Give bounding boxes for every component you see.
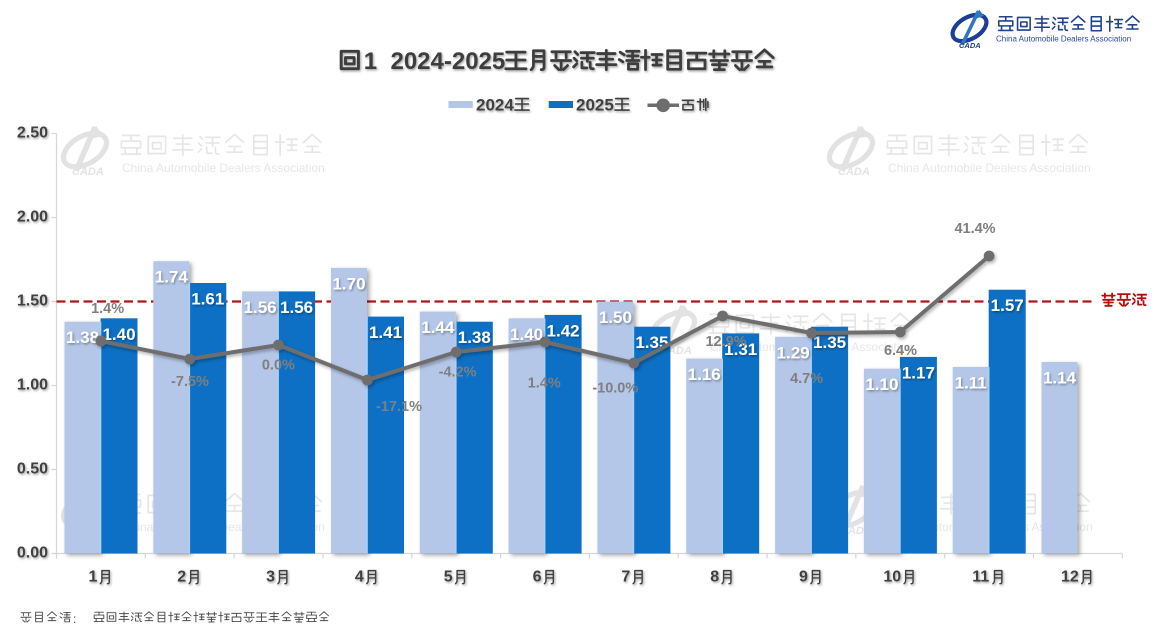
svg-text:China Automobile Dealers Assoc: China Automobile Dealers Association: [996, 35, 1131, 44]
svg-text:10: 10: [883, 569, 901, 586]
svg-text:9: 9: [799, 569, 808, 586]
svg-text:CADA: CADA: [959, 41, 981, 50]
svg-text:0.00: 0.00: [17, 545, 48, 562]
svg-text:1.38: 1.38: [66, 328, 99, 347]
svg-text:6.4%: 6.4%: [884, 343, 917, 359]
svg-text:2025: 2025: [576, 96, 614, 115]
svg-text:8: 8: [710, 569, 719, 586]
svg-text:1.17: 1.17: [902, 363, 935, 382]
svg-text:1.40: 1.40: [510, 325, 543, 344]
svg-text:2024: 2024: [476, 96, 514, 115]
svg-text:12.9%: 12.9%: [705, 334, 746, 350]
svg-text:1.61: 1.61: [191, 290, 224, 309]
svg-text:1.40: 1.40: [102, 325, 135, 344]
svg-text:CADA: CADA: [838, 166, 870, 178]
svg-text:1.56: 1.56: [280, 298, 313, 317]
svg-text:1.42: 1.42: [547, 321, 580, 340]
svg-text:1.50: 1.50: [599, 308, 632, 327]
svg-text:7: 7: [621, 569, 630, 586]
svg-text:China Automobile Dealers Assoc: China Automobile Dealers Association: [122, 161, 325, 175]
svg-text:2.50: 2.50: [17, 125, 48, 142]
svg-text:4.7%: 4.7%: [790, 371, 823, 387]
svg-text:1.4%: 1.4%: [528, 375, 561, 391]
svg-text:-17.1%: -17.1%: [376, 399, 422, 415]
svg-text::: :: [73, 612, 76, 626]
svg-text:1.14: 1.14: [1043, 369, 1077, 388]
svg-text:1.4%: 1.4%: [91, 301, 124, 317]
svg-text:1.38: 1.38: [458, 328, 491, 347]
svg-text:1.56: 1.56: [244, 298, 277, 317]
svg-text:2: 2: [177, 569, 186, 586]
svg-text:4: 4: [355, 569, 364, 586]
svg-text:1.44: 1.44: [421, 318, 455, 337]
svg-text:-10.0%: -10.0%: [592, 381, 638, 397]
svg-text:1.16: 1.16: [688, 365, 721, 384]
svg-text:1.41: 1.41: [369, 323, 402, 342]
svg-text:1.00: 1.00: [17, 377, 48, 394]
svg-text:1.31: 1.31: [724, 340, 757, 359]
svg-text:China Automobile Dealers Assoc: China Automobile Dealers Association: [888, 161, 1091, 175]
svg-text:0.0%: 0.0%: [262, 358, 295, 374]
svg-text:11: 11: [972, 569, 989, 586]
svg-text:1.11: 1.11: [955, 374, 987, 393]
svg-text:1.74: 1.74: [155, 268, 189, 287]
svg-text:1.10: 1.10: [865, 375, 898, 394]
svg-text:CADA: CADA: [72, 166, 104, 178]
svg-text:1.50: 1.50: [17, 293, 48, 310]
svg-text:2.00: 2.00: [17, 209, 48, 226]
svg-text:1.57: 1.57: [991, 296, 1024, 315]
svg-text:1: 1: [89, 569, 98, 586]
svg-text:0.50: 0.50: [17, 461, 48, 478]
svg-text:6: 6: [533, 569, 542, 586]
svg-text:1.35: 1.35: [813, 333, 846, 352]
svg-text:-4.2%: -4.2%: [439, 365, 477, 381]
svg-text:1 2024-2025: 1 2024-2025: [364, 48, 505, 75]
svg-text:-7.5%: -7.5%: [171, 374, 209, 390]
svg-text:12: 12: [1061, 569, 1079, 586]
svg-text:5: 5: [444, 569, 453, 586]
svg-text:1.70: 1.70: [332, 274, 365, 293]
svg-text:3: 3: [266, 569, 275, 586]
svg-text:1.29: 1.29: [777, 343, 810, 362]
svg-text:41.4%: 41.4%: [954, 221, 995, 237]
